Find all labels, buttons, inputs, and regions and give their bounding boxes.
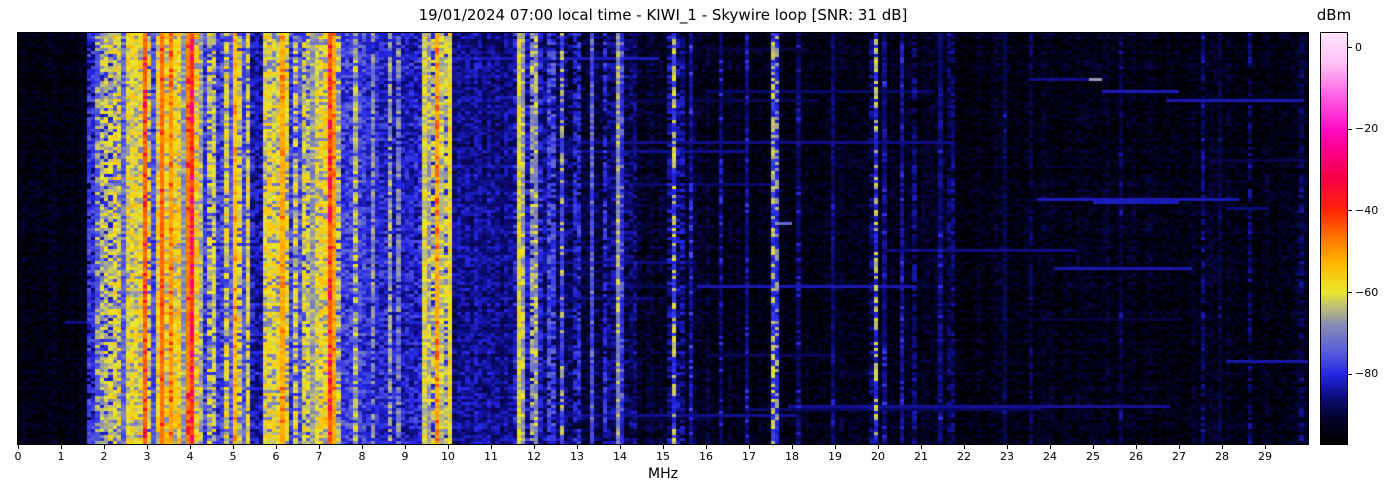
x-tick-label: 1 — [57, 450, 65, 463]
x-tick-label: 19 — [828, 450, 842, 463]
x-tick-mark — [275, 445, 277, 449]
x-tick-mark — [1049, 445, 1051, 449]
spectrogram-heatmap — [17, 32, 1309, 445]
colorbar-tick-label: −60 — [1355, 285, 1379, 299]
x-tick-label: 3 — [143, 450, 151, 463]
colorbar-unit-label: dBm — [1316, 6, 1352, 24]
x-tick-mark — [791, 445, 793, 449]
x-tick-mark — [146, 445, 148, 449]
x-tick-label: 23 — [1000, 450, 1014, 463]
x-tick-label: 18 — [785, 450, 799, 463]
x-tick-label: 11 — [484, 450, 498, 463]
colorbar-tick-label: 0 — [1355, 40, 1362, 54]
x-tick-label: 26 — [1129, 450, 1143, 463]
x-tick-label: 6 — [272, 450, 280, 463]
x-tick-mark — [662, 445, 664, 449]
x-tick-mark — [619, 445, 621, 449]
x-tick-label: 0 — [14, 450, 22, 463]
x-tick-label: 10 — [441, 450, 455, 463]
x-tick-mark — [232, 445, 234, 449]
x-tick-mark — [705, 445, 707, 449]
x-tick-label: 28 — [1215, 450, 1229, 463]
x-tick-mark — [1221, 445, 1223, 449]
x-tick-label: 27 — [1172, 450, 1186, 463]
x-tick-mark — [17, 445, 19, 449]
x-tick-label: 2 — [100, 450, 108, 463]
colorbar-tick-mark — [1348, 210, 1352, 212]
x-tick-label: 13 — [570, 450, 584, 463]
x-tick-mark — [1178, 445, 1180, 449]
x-tick-label: 16 — [699, 450, 713, 463]
x-tick-mark — [60, 445, 62, 449]
x-tick-mark — [748, 445, 750, 449]
x-tick-label: 8 — [358, 450, 366, 463]
x-tick-mark — [877, 445, 879, 449]
colorbar-tick-mark — [1348, 373, 1352, 375]
colorbar-tick-mark — [1348, 292, 1352, 294]
x-tick-label: 20 — [871, 450, 885, 463]
x-tick-mark — [490, 445, 492, 449]
x-tick-mark — [318, 445, 320, 449]
x-tick-label: 22 — [957, 450, 971, 463]
x-tick-mark — [920, 445, 922, 449]
colorbar-gradient — [1320, 32, 1348, 445]
x-tick-label: 15 — [656, 450, 670, 463]
x-tick-label: 17 — [742, 450, 756, 463]
x-axis-label: MHz — [648, 466, 678, 482]
colorbar-tick-label: −20 — [1355, 122, 1379, 136]
x-tick-label: 5 — [229, 450, 237, 463]
x-tick-mark — [103, 445, 105, 449]
x-tick-label: 14 — [613, 450, 627, 463]
colorbar-tick-mark — [1348, 128, 1352, 130]
colorbar-tick-mark — [1348, 47, 1352, 49]
x-tick-mark — [404, 445, 406, 449]
x-tick-mark — [1264, 445, 1266, 449]
x-tick-label: 21 — [914, 450, 928, 463]
x-tick-label: 25 — [1086, 450, 1100, 463]
x-tick-mark — [189, 445, 191, 449]
x-tick-label: 29 — [1258, 450, 1272, 463]
x-tick-label: 7 — [315, 450, 323, 463]
x-tick-label: 12 — [527, 450, 541, 463]
x-tick-mark — [1092, 445, 1094, 449]
x-tick-label: 24 — [1043, 450, 1057, 463]
x-tick-mark — [1135, 445, 1137, 449]
x-tick-mark — [533, 445, 535, 449]
x-tick-mark — [1006, 445, 1008, 449]
x-tick-mark — [361, 445, 363, 449]
x-tick-mark — [447, 445, 449, 449]
colorbar-tick-label: −80 — [1355, 367, 1379, 381]
x-tick-label: 9 — [401, 450, 409, 463]
x-tick-label: 4 — [186, 450, 194, 463]
x-tick-mark — [963, 445, 965, 449]
colorbar-tick-label: −40 — [1355, 203, 1379, 217]
x-tick-mark — [576, 445, 578, 449]
x-tick-mark — [834, 445, 836, 449]
figure-title: 19/01/2024 07:00 local time - KIWI_1 - S… — [418, 6, 908, 24]
